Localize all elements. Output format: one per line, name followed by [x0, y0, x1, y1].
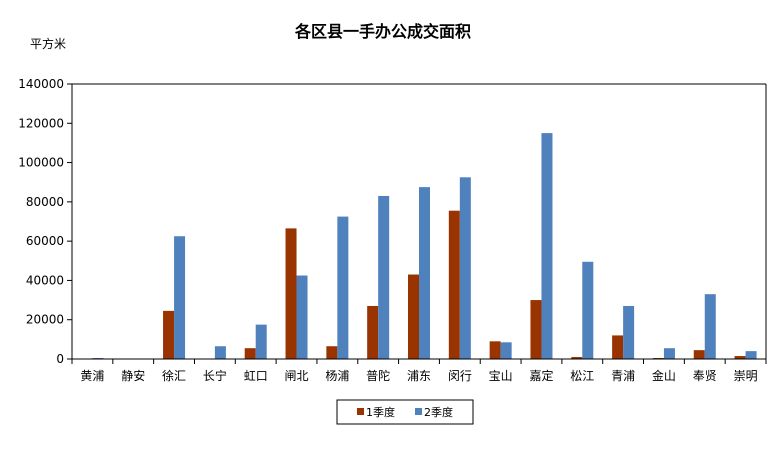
x-tick-label: 崇明 [734, 369, 758, 383]
x-tick-label: 长宁 [203, 368, 227, 383]
bar-q2 [623, 305, 635, 359]
x-tick-label: 松江 [570, 369, 594, 383]
bar-q2 [541, 133, 553, 359]
legend-label: 2季度 [424, 405, 453, 419]
bar-q1 [612, 335, 624, 359]
y-tick-label: 120000 [18, 116, 64, 130]
legend: 1季度 2季度 [336, 399, 474, 425]
x-tick-label: 黄浦 [80, 369, 104, 383]
x-tick-label: 金山 [652, 368, 676, 383]
bar-q1 [408, 274, 419, 359]
y-tick-label: 40000 [26, 273, 64, 287]
x-tick-label: 虹口 [244, 369, 268, 383]
bar-q1 [326, 346, 338, 359]
bar-q1 [530, 300, 542, 359]
bar-q1 [448, 210, 460, 359]
y-tick-label: 80000 [26, 195, 64, 209]
x-axis: 黄浦 静安 徐汇 长宁 虹口 闸北 杨浦 普陀 浦东 闵行 宝山 嘉定 松江 青浦 金山 奉贤 崇明 [71, 358, 767, 383]
y-axis: 0 20000 40000 60000 80000 100000 120000 140000 [18, 77, 767, 366]
x-tick-label: 闸北 [285, 369, 309, 383]
bar-q1 [244, 348, 256, 359]
y-tick-label: 0 [56, 352, 64, 366]
bar-q1 [571, 357, 583, 359]
x-tick-label: 浦东 [407, 369, 431, 383]
y-tick-label: 140000 [18, 77, 64, 91]
bar-q2 [459, 177, 471, 359]
bar-q2 [214, 346, 226, 359]
bars [92, 133, 757, 359]
bar-q1 [693, 350, 705, 359]
bar-q2 [296, 275, 308, 359]
y-tick-label: 60000 [26, 234, 64, 248]
bar-q2 [500, 342, 512, 359]
legend-swatch [415, 408, 422, 415]
bar-q2 [582, 261, 594, 359]
x-tick-label: 青浦 [611, 369, 635, 383]
x-tick-label: 嘉定 [529, 368, 553, 383]
bar-q1 [489, 341, 501, 359]
x-tick-label: 杨浦 [325, 368, 349, 383]
y-tick-label: 100000 [18, 156, 64, 170]
bar-q1 [285, 228, 297, 359]
x-tick-label: 普陀 [366, 368, 390, 383]
x-tick-label: 静安 [121, 368, 145, 383]
legend-swatch [357, 408, 364, 415]
x-tick-label: 奉贤 [693, 369, 717, 383]
x-tick-label: 徐汇 [162, 368, 186, 383]
x-tick-label: 闵行 [448, 368, 472, 383]
chart-title: 各区县一手办公成交面积 [294, 22, 471, 41]
x-tick-label: 宝山 [489, 369, 513, 383]
bar-q2 [255, 324, 267, 359]
y-tick-label: 20000 [26, 313, 64, 327]
bar-q2 [663, 348, 675, 359]
unit-label: 平方米 [30, 36, 66, 51]
bar-q2 [704, 294, 716, 359]
bar-q2 [174, 236, 186, 359]
bar-q2 [419, 187, 430, 359]
bar-q1 [734, 356, 746, 359]
bar-q2 [745, 351, 757, 359]
bar-q2 [378, 195, 390, 359]
legend-label: 1季度 [366, 405, 395, 419]
bar-q1 [163, 310, 175, 359]
bar-q2 [337, 216, 349, 359]
bar-q1 [367, 305, 379, 359]
